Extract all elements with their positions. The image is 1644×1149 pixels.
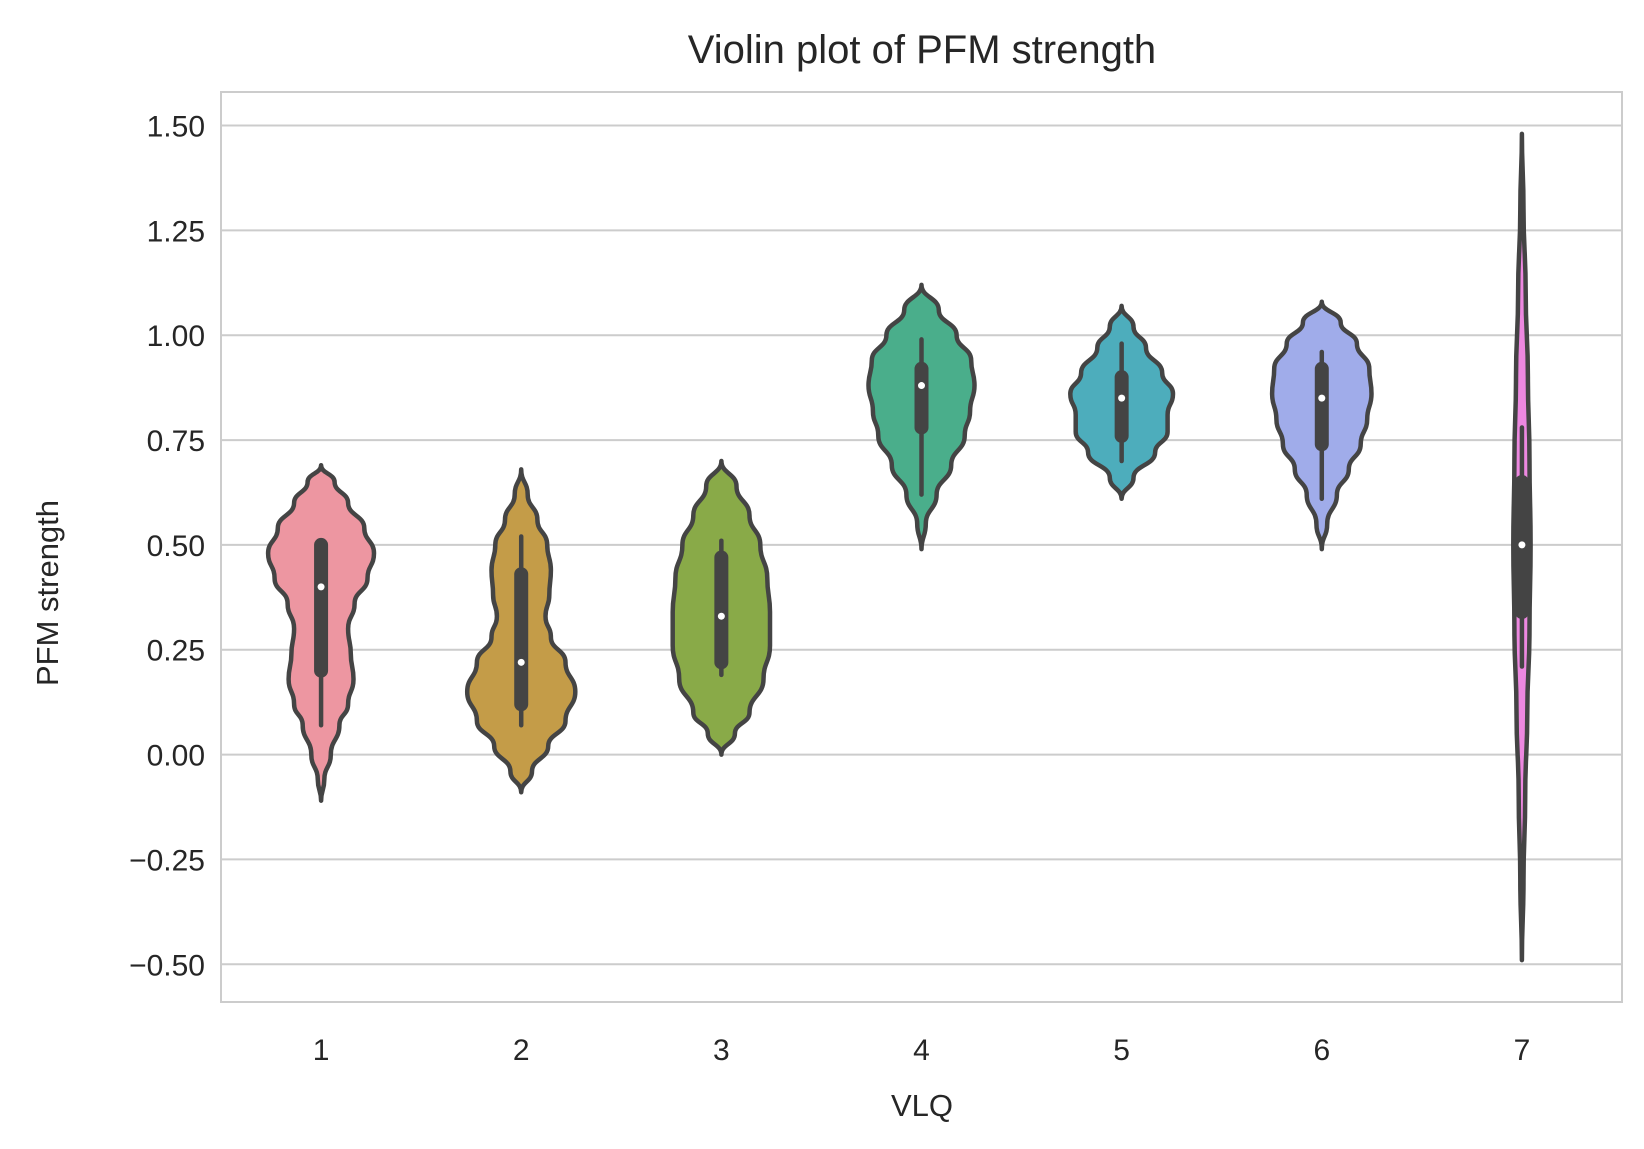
y-tick-label: −0.25 bbox=[129, 844, 205, 877]
y-tick-label: 0.00 bbox=[147, 740, 205, 773]
violin-median-dot bbox=[1118, 394, 1126, 402]
x-tick-label: 3 bbox=[713, 1034, 730, 1067]
violin-median-dot bbox=[918, 382, 925, 390]
violins bbox=[265, 131, 1533, 963]
violin-2 bbox=[464, 467, 578, 795]
violin-6 bbox=[1269, 299, 1374, 552]
violin-median-dot bbox=[1518, 541, 1526, 549]
x-tick-label: 4 bbox=[913, 1034, 930, 1067]
x-tick-label: 6 bbox=[1313, 1034, 1330, 1067]
chart-title: Violin plot of PFM strength bbox=[688, 28, 1156, 72]
violin-median-dot bbox=[517, 658, 525, 666]
plot-frame bbox=[220, 91, 1623, 1003]
x-tick-label: 2 bbox=[513, 1034, 530, 1067]
y-tick-label: −0.50 bbox=[129, 949, 205, 982]
y-tick-label: 1.50 bbox=[147, 111, 205, 144]
y-axis-label: PFM strength bbox=[30, 500, 65, 686]
violin-median-dot bbox=[317, 583, 325, 591]
y-tick-label: 0.50 bbox=[147, 530, 205, 563]
y-tick-label: 1.00 bbox=[147, 320, 205, 353]
y-tick-label: 1.25 bbox=[147, 215, 205, 248]
x-tick-labels: 1 2 3 4 5 6 7 bbox=[313, 1034, 1531, 1067]
x-axis-label: VLQ bbox=[891, 1088, 953, 1123]
violin-4 bbox=[866, 282, 977, 552]
y-tick-label: 0.25 bbox=[147, 635, 205, 668]
violin-1 bbox=[265, 462, 377, 803]
y-tick-labels: −0.50 −0.25 0.00 0.25 0.50 0.75 1.00 1.25 1.50 bbox=[129, 111, 205, 983]
violin-3 bbox=[670, 458, 773, 757]
x-tick-label: 5 bbox=[1113, 1034, 1130, 1067]
violin-median-dot bbox=[1318, 394, 1326, 402]
x-tick-label: 1 bbox=[313, 1034, 330, 1067]
y-tick-label: 0.75 bbox=[147, 425, 205, 458]
violin-median-dot bbox=[717, 612, 725, 620]
violin-7 bbox=[1511, 131, 1533, 963]
violin-5 bbox=[1068, 303, 1176, 502]
x-tick-label: 7 bbox=[1514, 1034, 1531, 1067]
